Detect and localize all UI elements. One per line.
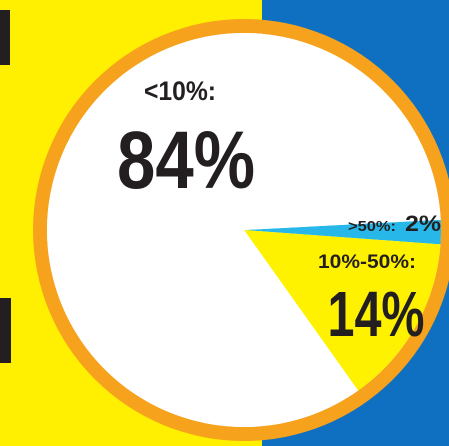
slice-label-under-10: <10%: 84% [117, 76, 255, 206]
slice-value-under-10: 84% [117, 115, 255, 206]
slice-under-10 [47, 33, 441, 428]
pie-slices [47, 33, 441, 428]
slice-value-10-to-50: 14% [328, 278, 425, 350]
slice-category-over-50: >50%: [348, 218, 396, 235]
slice-over-50 [244, 219, 441, 245]
slice-label-over-50: >50%: 2% [348, 211, 441, 236]
cropped-glyph-fragment-top [0, 10, 10, 65]
slice-value-over-50: 2% [405, 211, 441, 236]
slice-category-10-to-50: 10%-50%: [318, 252, 416, 273]
cropped-glyph-fragment-bottom [0, 298, 11, 363]
slice-category-under-10: <10%: [144, 76, 216, 106]
slice-10-to-50 [244, 230, 441, 391]
slice-label-10-to-50: 10%-50%: 14% [318, 252, 425, 350]
